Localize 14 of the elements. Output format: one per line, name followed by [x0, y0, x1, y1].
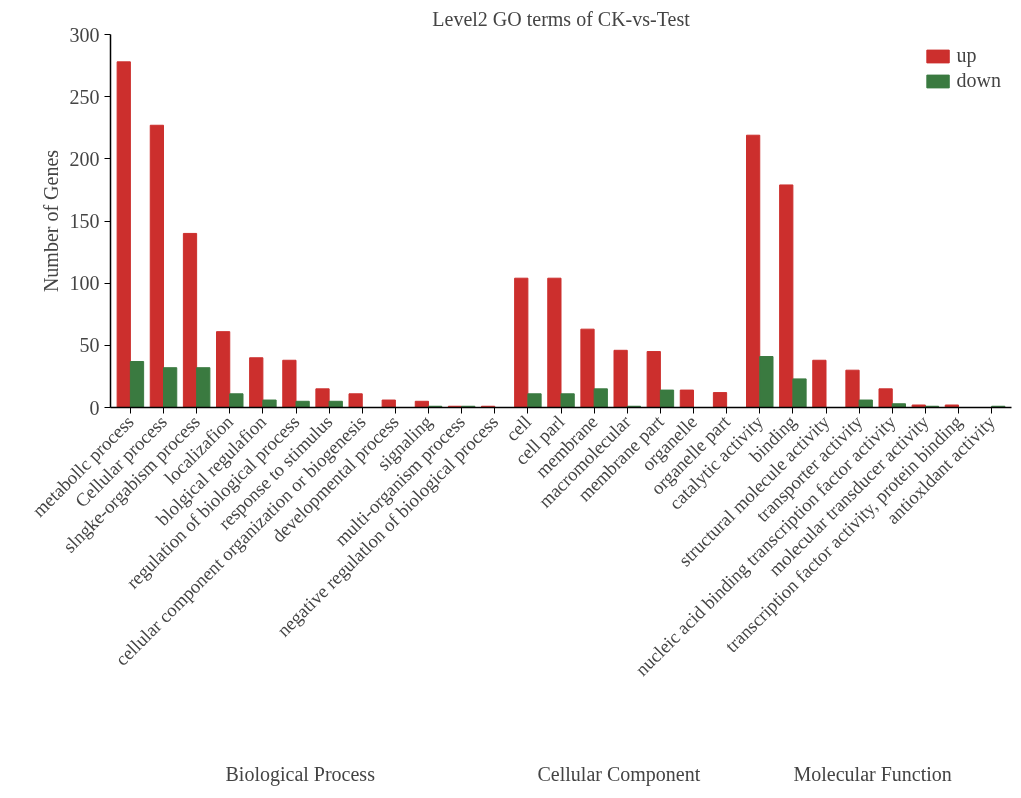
y-tick-label: 250 — [69, 85, 100, 108]
y-tick-label: 0 — [89, 396, 100, 419]
legend-label: down — [956, 69, 1001, 92]
text: Molecular Function — [793, 762, 952, 785]
legend-label: up — [956, 44, 977, 67]
y-tick-label: 100 — [69, 272, 100, 295]
text: Cellular Component — [537, 762, 701, 786]
y-tick-label: 300 — [69, 23, 100, 46]
text: Biological Process — [225, 762, 376, 786]
y-tick-label: 50 — [79, 334, 100, 357]
chart-title: Level2 GO terms of CK-vs-Test — [432, 7, 691, 30]
y-tick-label: 200 — [69, 147, 100, 170]
y-axis-title: Number of Genes — [39, 149, 62, 293]
y-tick-label: 150 — [69, 210, 100, 232]
